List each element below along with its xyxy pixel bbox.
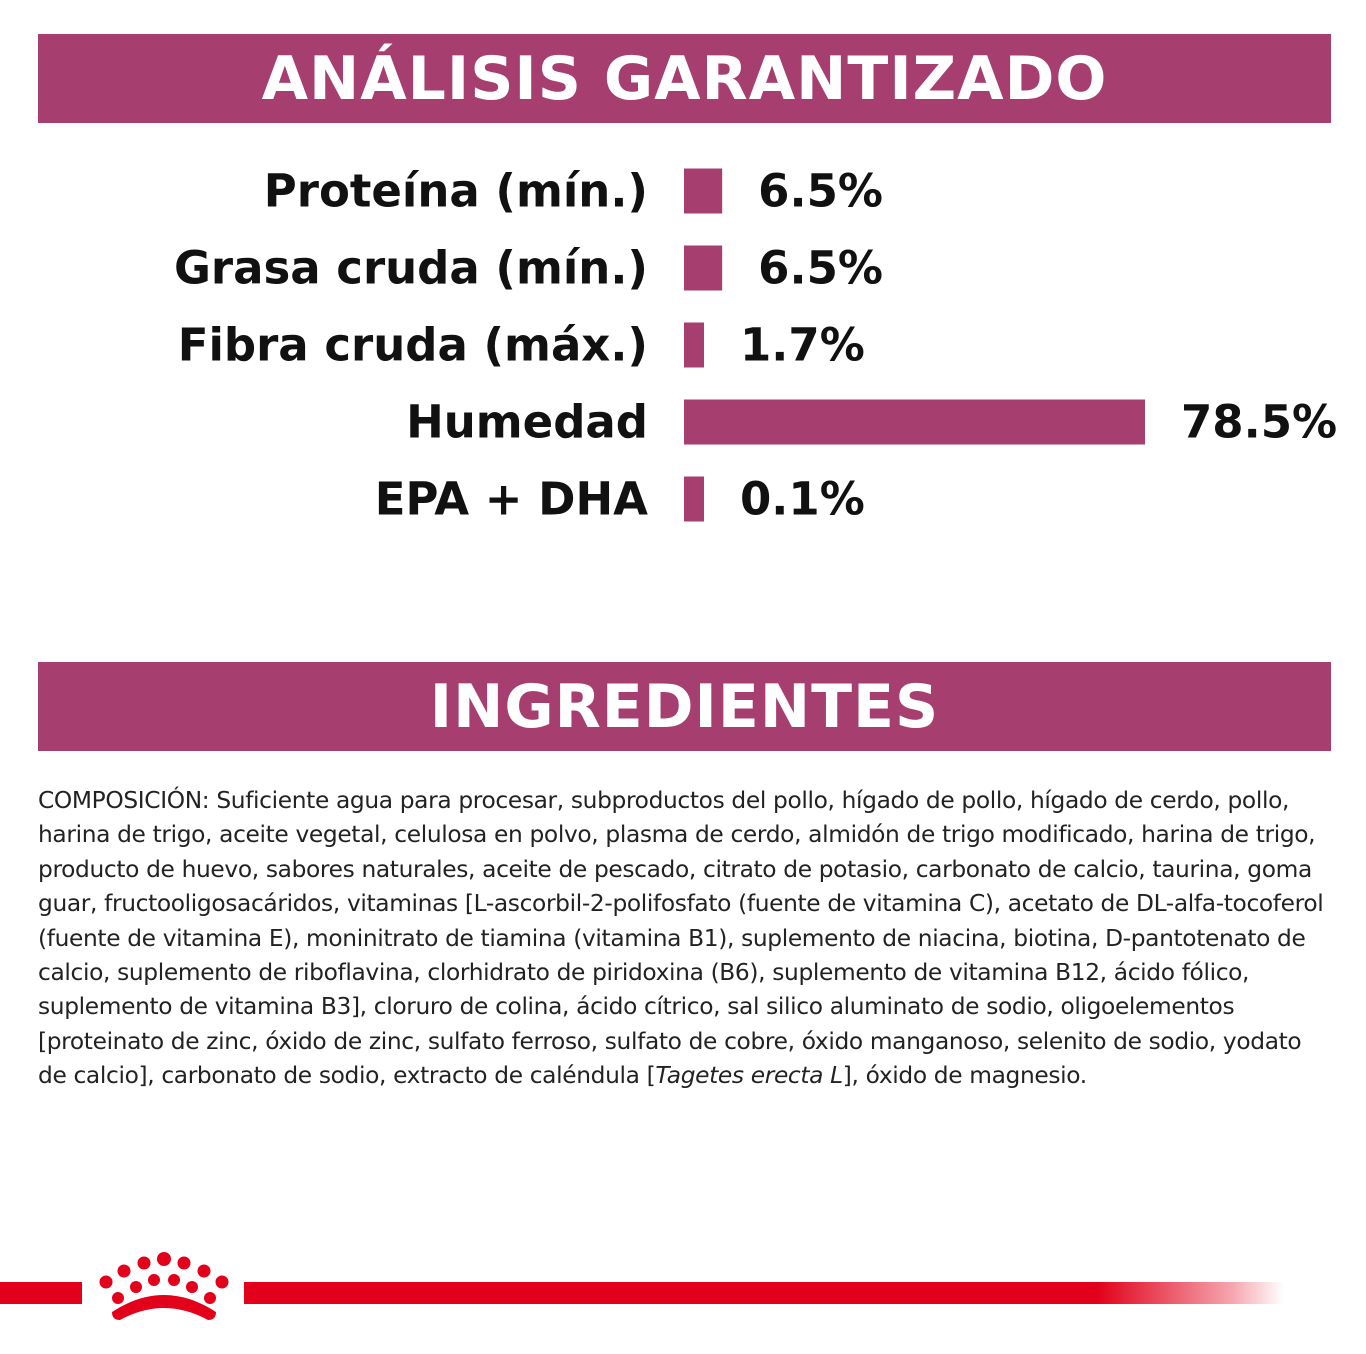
category-label: Proteína (mín.) (264, 165, 648, 218)
ingredients-title: INGREDIENTES (429, 671, 940, 742)
category-label: Fibra cruda (máx.) (178, 319, 648, 372)
category-label: Humedad (406, 396, 648, 449)
analysis-header: ANÁLISIS GARANTIZADO (38, 34, 1331, 123)
composition-italic-text: Tagetes erecta L (655, 1062, 843, 1090)
footer-line-left (0, 1282, 82, 1304)
bar (684, 168, 723, 214)
royal-canin-crown-icon (99, 1252, 229, 1320)
value-label: 1.7% (740, 319, 865, 372)
footer-brand-line (0, 1282, 1366, 1304)
ingredients-composition: COMPOSICIÓN: Suficiente agua para proces… (38, 784, 1328, 1094)
composition-closing-text: ], óxido de magnesio. (842, 1062, 1087, 1090)
value-label: 0.1% (740, 473, 865, 526)
bar (684, 322, 704, 368)
category-label: EPA + DHA (375, 473, 648, 526)
bar (684, 399, 1145, 445)
value-label: 6.5% (758, 165, 883, 218)
value-label: 6.5% (758, 242, 883, 295)
bar (684, 476, 704, 522)
composition-text: COMPOSICIÓN: Suficiente agua para proces… (38, 787, 1324, 1090)
ingredients-header: INGREDIENTES (38, 662, 1331, 751)
nutrient-bar-chart: Proteína (mín.) 6.5% Grasa cruda (mín.) 6.5… (174, 165, 1337, 526)
analysis-title: ANÁLISIS GARANTIZADO (261, 43, 1108, 114)
category-label: Grasa cruda (mín.) (174, 242, 648, 295)
footer-line-right (244, 1282, 1284, 1304)
value-label: 78.5% (1181, 396, 1337, 449)
bar (684, 245, 723, 291)
